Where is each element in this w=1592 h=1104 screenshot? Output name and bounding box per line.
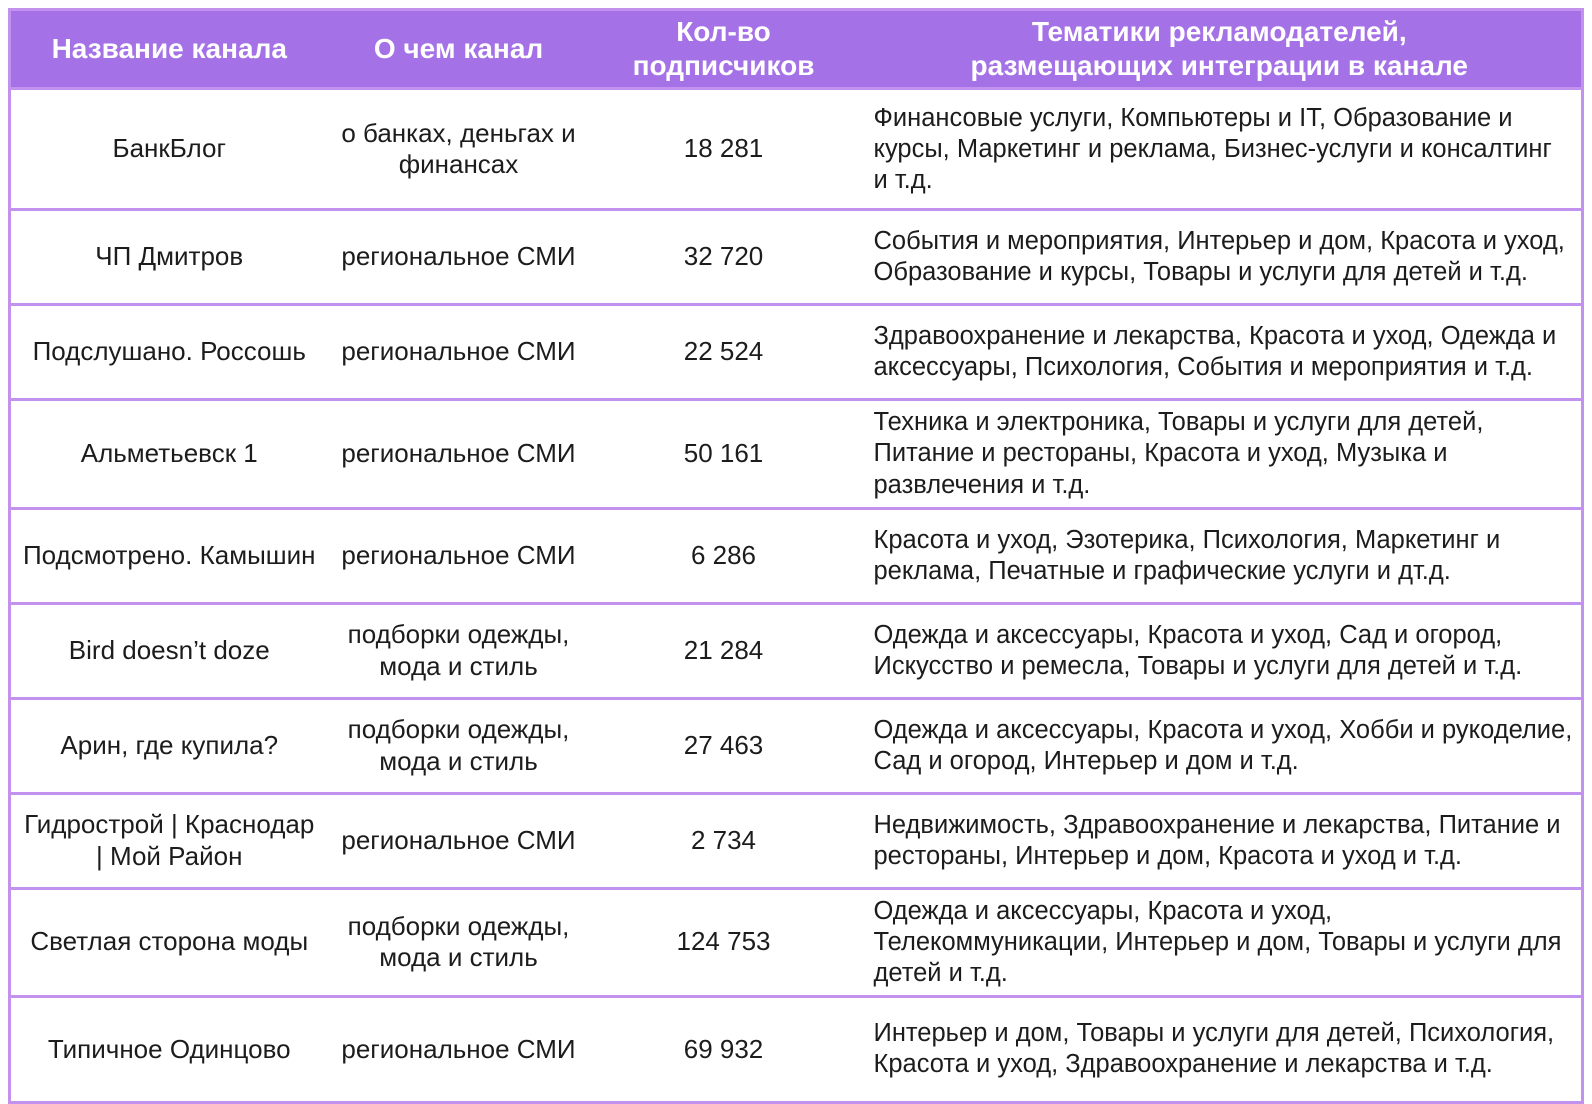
table-row: Светлая сторона моды подборки одежды, мо… [9,886,1583,997]
table-row: Гидрострой | Краснодар | Мой Район регио… [9,791,1583,889]
cell-channel-name: Альметьевск 1 [9,398,328,509]
cell-subscribers: 27 463 [589,696,858,794]
cell-topics: События и мероприятия, Интерьер и дом, К… [857,208,1583,305]
table-row: БанкБлог о банках, деньгах и финансах 18… [9,87,1583,210]
cell-channel-name: Типичное Одинцово [9,994,328,1103]
table-row: Подслушано. Россошь региональное СМИ 22 … [9,303,1583,400]
cell-topics: Финансовые услуги, Компьютеры и IT, Обра… [857,87,1583,210]
header-about: О чем канал [327,9,590,89]
cell-subscribers: 21 284 [589,601,858,699]
cell-about: региональное СМИ [327,303,590,400]
cell-subscribers: 18 281 [589,87,858,210]
cell-topics: Одежда и аксессуары, Красота и уход, Хоб… [857,696,1583,794]
cell-about: подборки одежды, мода и стиль [327,696,590,794]
cell-about: региональное СМИ [327,506,590,604]
table-row: Арин, где купила? подборки одежды, мода … [9,696,1583,794]
cell-topics: Здравоохранение и лекарства, Красота и у… [857,303,1583,400]
cell-about: региональное СМИ [327,208,590,305]
header-ad-topics: Тематики рекламодателей, размещающих инт… [857,9,1583,89]
header-row: Название канала О чем канал Кол-во подпи… [9,9,1583,89]
cell-subscribers: 50 161 [589,398,858,509]
table-row: Подсмотрено. Камышин региональное СМИ 6 … [9,506,1583,604]
cell-subscribers: 69 932 [589,994,858,1103]
cell-topics: Интерьер и дом, Товары и услуги для дете… [857,994,1583,1103]
table-row: Альметьевск 1 региональное СМИ 50 161 Те… [9,398,1583,509]
cell-topics: Одежда и аксессуары, Красота и уход, Сад… [857,601,1583,699]
cell-topics: Одежда и аксессуары, Красота и уход, Тел… [857,886,1583,997]
table-body: БанкБлог о банках, деньгах и финансах 18… [9,87,1583,1103]
header-channel-name: Название канала [9,9,328,89]
cell-subscribers: 124 753 [589,886,858,997]
cell-topics: Техника и электроника, Товары и услуги д… [857,398,1583,509]
cell-about: региональное СМИ [327,398,590,509]
cell-channel-name: Светлая сторона моды [9,886,328,997]
cell-channel-name: ЧП Дмитров [9,208,328,305]
cell-channel-name: Подсмотрено. Камышин [9,506,328,604]
cell-about: о банках, деньгах и финансах [327,87,590,210]
cell-about: подборки одежды, мода и стиль [327,601,590,699]
table-row: ЧП Дмитров региональное СМИ 32 720 Событ… [9,208,1583,305]
cell-subscribers: 2 734 [589,791,858,889]
cell-channel-name: Арин, где купила? [9,696,328,794]
cell-about: подборки одежды, мода и стиль [327,886,590,997]
cell-about: региональное СМИ [327,791,590,889]
cell-subscribers: 32 720 [589,208,858,305]
cell-about: региональное СМИ [327,994,590,1103]
cell-channel-name: Bird doesn’t doze [9,601,328,699]
cell-topics: Недвижимость, Здравоохранение и лекарств… [857,791,1583,889]
cell-topics: Красота и уход, Эзотерика, Психология, М… [857,506,1583,604]
channels-table: Название канала О чем канал Кол-во подпи… [8,8,1584,1104]
cell-subscribers: 6 286 [589,506,858,604]
table-header: Название канала О чем канал Кол-во подпи… [9,9,1583,89]
header-subscribers: Кол-во подписчиков [589,9,858,89]
table-row: Типичное Одинцово региональное СМИ 69 93… [9,994,1583,1103]
cell-channel-name: БанкБлог [9,87,328,210]
cell-subscribers: 22 524 [589,303,858,400]
cell-channel-name: Подслушано. Россошь [9,303,328,400]
table-row: Bird doesn’t doze подборки одежды, мода … [9,601,1583,699]
cell-channel-name: Гидрострой | Краснодар | Мой Район [9,791,328,889]
